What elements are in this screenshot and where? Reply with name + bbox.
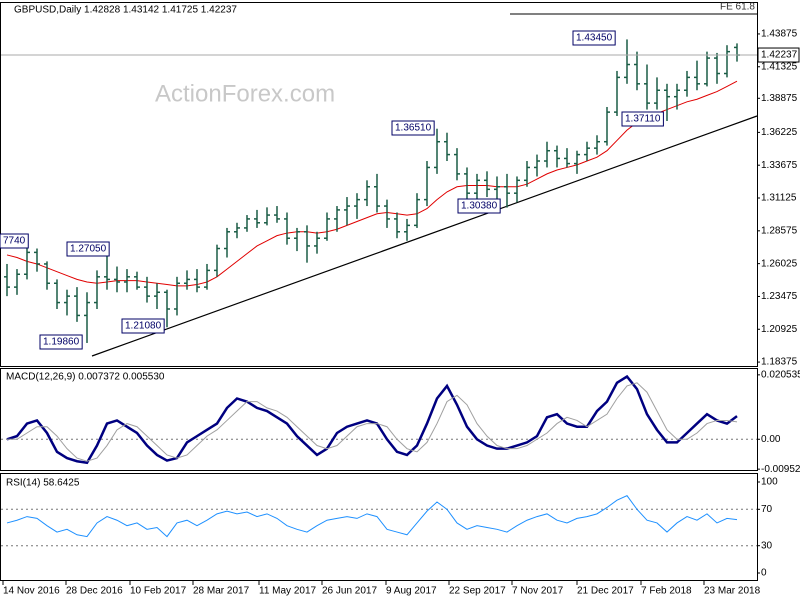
y-tick-label: 1.26025 xyxy=(761,258,798,269)
x-tick-label: 10 Feb 2017 xyxy=(130,586,187,597)
x-tick-label: 21 Dec 2017 xyxy=(577,586,634,597)
annotation-box xyxy=(457,198,501,214)
macd-panel xyxy=(0,368,758,471)
y-tick-label: 100 xyxy=(761,477,778,488)
moving-average xyxy=(6,80,738,287)
price-box xyxy=(757,47,800,63)
indicator-line xyxy=(6,374,738,465)
y-tick-label: -0.009529 xyxy=(761,464,800,475)
y-tick-label: 1.43875 xyxy=(761,29,798,40)
y-tick-label: 1.31125 xyxy=(761,193,797,204)
annotation-box xyxy=(0,233,29,249)
y-tick-label: 1.38875 xyxy=(761,93,798,104)
trendline xyxy=(91,115,758,357)
annotation-box xyxy=(121,318,165,334)
y-tick-label: 1.33675 xyxy=(761,160,798,171)
x-tick-label: 26 Jun 2017 xyxy=(322,586,377,597)
annotation-label: 1.27050 xyxy=(70,244,107,255)
y-tick-label: 1.18375 xyxy=(761,357,798,368)
x-tick-label: 22 Sep 2017 xyxy=(449,586,506,597)
price-panel xyxy=(0,2,758,367)
rsi-panel xyxy=(0,473,758,581)
x-tick-label: 28 Dec 2016 xyxy=(66,586,123,597)
annotation-box xyxy=(572,30,616,46)
x-tick-label: 14 Nov 2016 xyxy=(3,586,60,597)
fe-label: FE 61.8 xyxy=(720,2,755,13)
y-tick-label: 30 xyxy=(761,540,773,551)
annotation-box xyxy=(39,334,83,350)
x-tick-label: 7 Feb 2018 xyxy=(641,586,692,597)
annotation-label: 7740 xyxy=(3,236,26,247)
y-tick-label: 1.36225 xyxy=(761,127,798,138)
annotation-label: 1.37110 xyxy=(625,114,661,125)
y-tick-label: 1.28575 xyxy=(761,225,798,236)
chart-title: GBPUSD,Daily 1.42828 1.43142 1.41725 1.4… xyxy=(14,5,237,16)
y-tick-label: 0.00 xyxy=(761,434,781,445)
macd-title: MACD(12,26,9) 0.007372 0.005530 xyxy=(6,372,165,383)
y-tick-label: 1.20925 xyxy=(761,324,798,335)
indicator-line xyxy=(7,382,738,462)
x-tick-label: 28 Mar 2017 xyxy=(193,586,250,597)
annotation-box xyxy=(621,111,664,127)
y-tick-label: 1.41325 xyxy=(761,61,798,72)
watermark: ActionForex.com xyxy=(155,80,335,107)
x-tick-label: 11 May 2017 xyxy=(259,586,317,597)
y-tick-label: 0.020535 xyxy=(761,369,800,380)
annotation-label: 1.21080 xyxy=(125,321,162,332)
x-tick-label: 7 Nov 2017 xyxy=(512,586,564,597)
annotation-label: 1.19860 xyxy=(43,337,80,348)
x-tick-label: 9 Aug 2017 xyxy=(386,586,437,597)
annotation-label: 1.36510 xyxy=(395,123,432,134)
rsi-title: RSI(14) 58.6425 xyxy=(6,478,80,489)
annotation-label: 1.43450 xyxy=(576,33,613,44)
annotation-box xyxy=(391,120,435,136)
y-tick-label: 0 xyxy=(761,568,767,579)
price-label: 1.42237 xyxy=(761,50,798,61)
y-tick-label: 70 xyxy=(761,504,773,515)
indicator-line xyxy=(6,495,738,538)
y-tick-label: 1.23475 xyxy=(761,291,798,302)
annotation-box xyxy=(66,241,110,257)
x-tick-label: 23 Mar 2018 xyxy=(704,586,761,597)
annotation-label: 1.30380 xyxy=(461,201,498,212)
